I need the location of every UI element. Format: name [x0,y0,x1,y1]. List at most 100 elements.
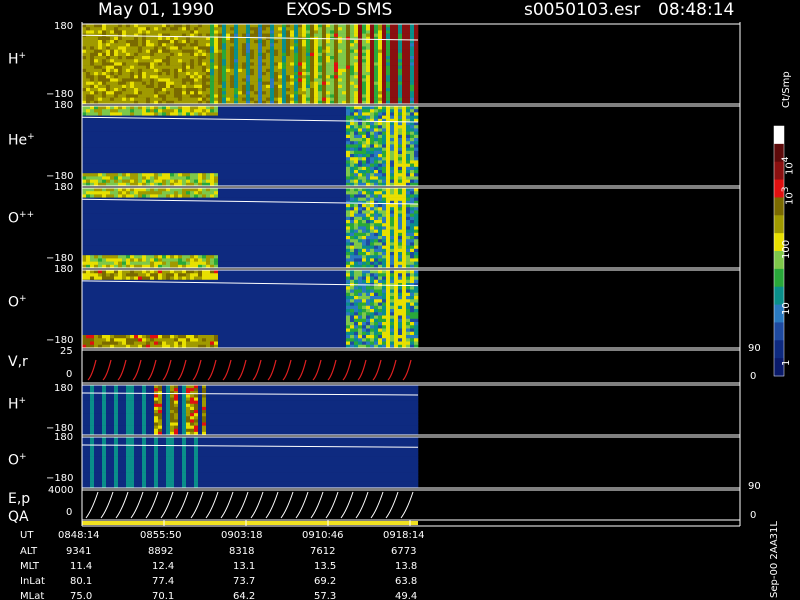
heatmap-cell [122,220,127,224]
heatmap-cell [86,216,91,221]
heatmap-cell [278,65,283,70]
heatmap-cell [374,138,379,142]
heatmap-cell [406,154,411,158]
heatmap-cell [206,134,211,139]
heatmap-cell [322,131,327,136]
heatmap-cell [218,182,223,187]
heatmap-cell [202,49,207,54]
heatmap-cell [178,261,183,266]
heatmap-cell [118,188,123,192]
heatmap-cell [374,24,379,28]
heatmap-cell [166,182,171,187]
heatmap-cell [126,176,131,180]
heatmap-cell [338,33,343,38]
heatmap-cell [154,122,159,126]
heatmap-cell [366,46,371,50]
heatmap-cell [142,43,147,47]
heatmap-cell [150,75,155,79]
heatmap-cell [258,128,263,132]
heatmap-cell [150,100,155,105]
heatmap-cell [190,97,195,102]
heatmap-cell [294,125,299,129]
heatmap-cell [110,207,115,211]
heatmap-cell [350,154,355,158]
heatmap-cell [234,160,239,164]
heatmap-cell [122,245,127,250]
heatmap-cell [350,138,355,142]
heatmap-cell [402,49,407,54]
heatmap-cell [326,182,331,187]
heatmap-cell [178,157,183,161]
heatmap-cell [102,125,107,129]
heatmap-cell [310,62,315,66]
heatmap-cell [262,176,267,180]
heatmap-cell [134,166,139,171]
heatmap-cell [310,72,315,76]
heatmap-cell [106,46,111,50]
heatmap-cell [302,52,307,57]
heatmap-cell [338,150,343,155]
heatmap-cell [238,78,243,82]
heatmap-cell [178,134,183,139]
heatmap-cell [106,232,111,237]
heatmap-cell [150,242,155,246]
heatmap-cell [266,118,271,123]
heatmap-cell [86,27,91,31]
heatmap-cell [226,154,231,158]
heatmap-cell [222,81,227,86]
heatmap-cell [258,72,263,76]
heatmap-cell [406,176,411,180]
heatmap-cell [334,81,339,86]
heatmap-cell [214,166,219,171]
heatmap-cell [326,112,331,116]
heatmap-cell [322,154,327,158]
heatmap-cell [186,200,191,205]
heatmap-cell [234,97,239,102]
heatmap-cell [138,131,143,136]
heatmap-cell [294,56,299,60]
heatmap-cell [226,24,231,28]
heatmap-cell [82,131,87,136]
heatmap-cell [278,115,283,120]
heatmap-cell [98,216,103,221]
heatmap-cell [270,182,275,187]
heatmap-cell [218,56,223,60]
heatmap-cell [410,46,415,50]
heatmap-cell [306,182,311,187]
heatmap-cell [178,166,183,171]
heatmap-cell [178,236,183,240]
heatmap-cell [238,122,243,126]
heatmap-cell [206,100,211,105]
heatmap-cell [166,197,171,202]
heatmap-cell [90,56,95,60]
heatmap-cell [174,197,179,202]
heatmap-cell [302,78,307,82]
heatmap-cell [270,163,275,168]
heatmap-cell [378,182,383,187]
heatmap-cell [98,122,103,126]
heatmap-cell [342,94,347,98]
heatmap-cell [310,46,315,50]
heatmap-cell [154,75,159,79]
heatmap-cell [154,40,159,44]
heatmap-cell [98,239,103,243]
heatmap-cell [150,36,155,41]
heatmap-cell [146,138,151,142]
heatmap-cell [178,216,183,221]
heatmap-cell [342,24,347,28]
heatmap-cell [90,65,95,70]
heatmap-cell [158,30,163,34]
heatmap-cell [110,128,115,132]
heatmap-cell [374,170,379,174]
heatmap-cell [186,264,191,269]
heatmap-cell [106,223,111,227]
heatmap-cell [94,24,99,28]
heatmap-cell [202,147,207,152]
heatmap-cell [230,40,235,44]
heatmap-cell [278,182,283,187]
heatmap-cell [178,56,183,60]
heatmap-cell [270,170,275,174]
heatmap-cell [82,94,87,98]
heatmap-cell [134,43,139,47]
heatmap-cell [126,128,131,132]
